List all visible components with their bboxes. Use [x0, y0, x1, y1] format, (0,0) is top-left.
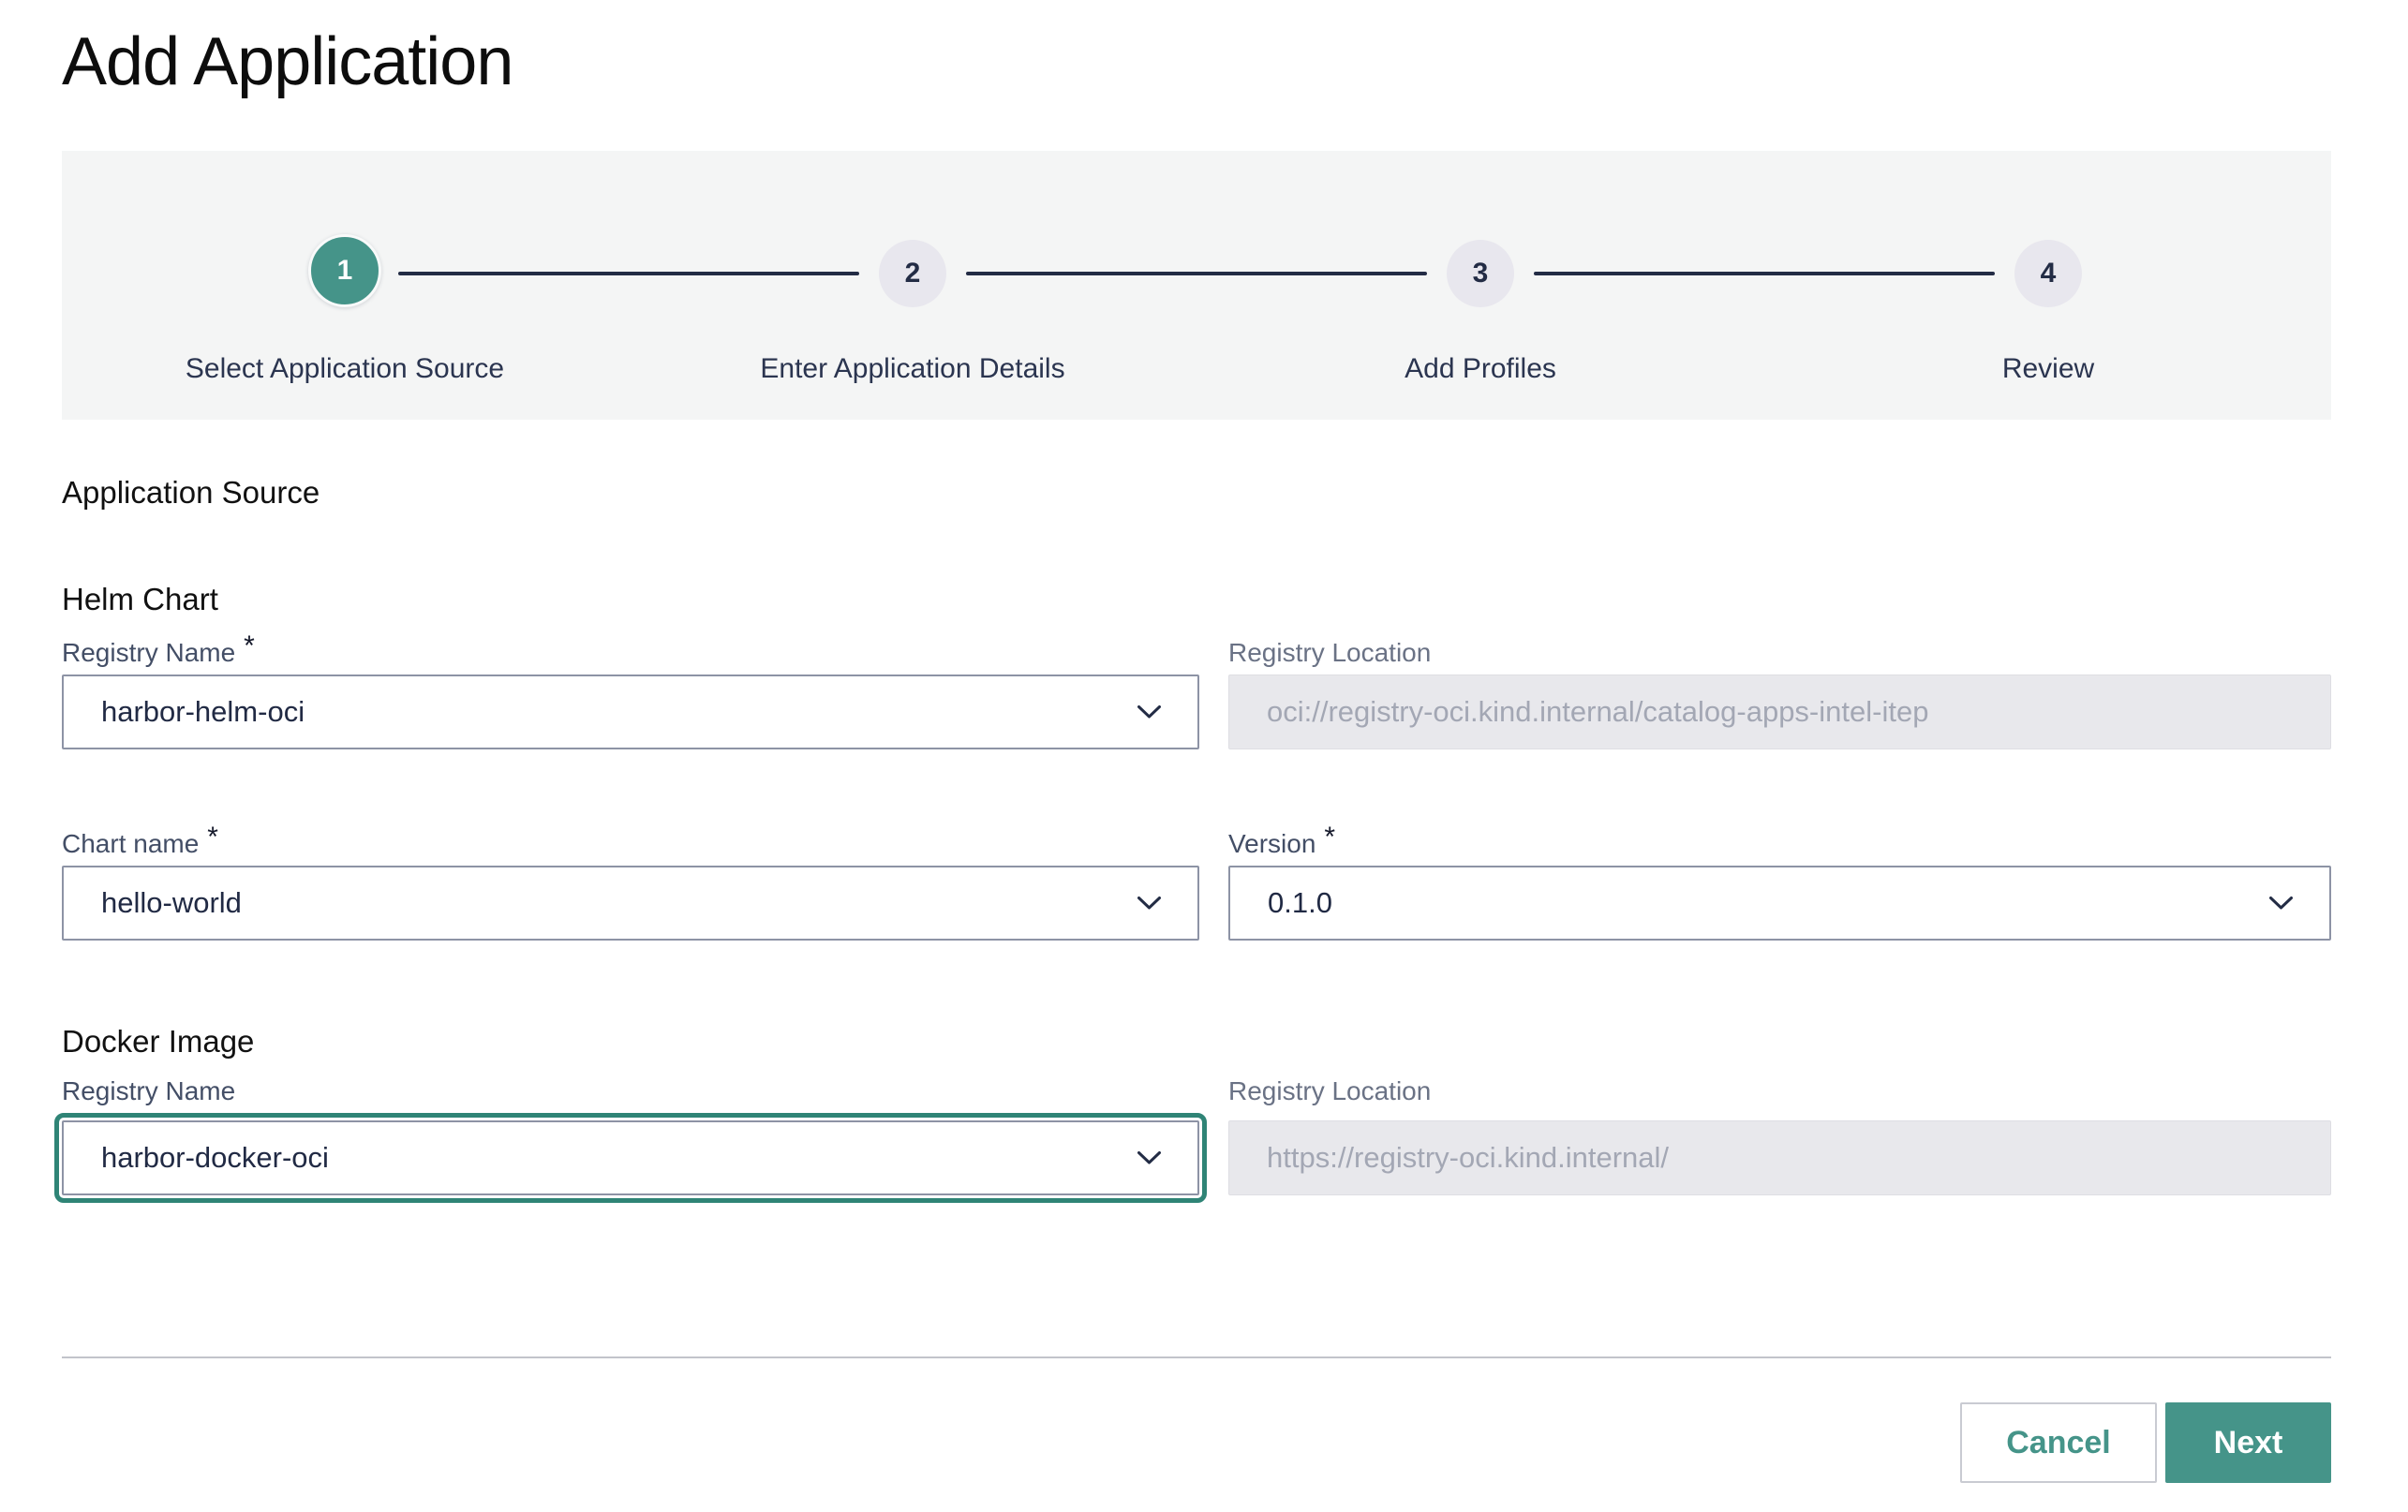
step-3-label: Add Profiles: [1405, 353, 1556, 384]
chevron-down-icon: [1137, 705, 1161, 719]
step-add-profiles[interactable]: 3 Add Profiles: [1405, 234, 1556, 384]
docker-registry-name-select[interactable]: harbor-docker-oci: [54, 1113, 1207, 1203]
step-1-circle[interactable]: 1: [308, 234, 381, 307]
page-title: Add Application: [62, 24, 513, 99]
helm-registry-name-label: Registry Name *: [62, 630, 255, 667]
step-connector: [1534, 272, 1995, 275]
docker-registry-name-value: harbor-docker-oci: [101, 1141, 329, 1174]
docker-registry-location-label: Registry Location: [1228, 1076, 1432, 1105]
version-select[interactable]: 0.1.0: [1228, 866, 2331, 941]
required-asterisk: *: [244, 630, 255, 661]
next-button[interactable]: Next: [2165, 1402, 2331, 1483]
helm-chart-heading: Helm Chart: [62, 582, 218, 616]
version-value: 0.1.0: [1268, 886, 1332, 919]
step-2-label: Enter Application Details: [760, 353, 1065, 384]
step-select-application-source[interactable]: 1 Select Application Source: [186, 234, 504, 384]
wizard-stepper: 1 Select Application Source 2 Enter Appl…: [62, 151, 2331, 420]
footer-actions: Cancel Next: [62, 1402, 2331, 1483]
helm-registry-location-label: Registry Location: [1228, 638, 1432, 667]
docker-registry-location-input: [1228, 1120, 2331, 1195]
step-connector: [966, 272, 1427, 275]
step-2-circle[interactable]: 2: [879, 240, 946, 307]
step-enter-application-details[interactable]: 2 Enter Application Details: [760, 234, 1065, 384]
cancel-button[interactable]: Cancel: [1960, 1402, 2157, 1483]
chart-name-value: hello-world: [101, 886, 242, 919]
footer-divider: [62, 1356, 2331, 1358]
chevron-down-icon: [2269, 897, 2293, 910]
helm-registry-name-select[interactable]: harbor-helm-oci: [62, 674, 1199, 749]
chart-name-label: Chart name *: [62, 822, 218, 858]
chevron-down-icon: [1137, 897, 1161, 910]
docker-registry-name-label: Registry Name: [62, 1076, 236, 1105]
step-4-label: Review: [2001, 353, 2095, 384]
section-title-application-source: Application Source: [62, 475, 320, 510]
helm-registry-name-value: harbor-helm-oci: [101, 695, 305, 728]
docker-image-heading: Docker Image: [62, 1024, 255, 1059]
chevron-down-icon: [1137, 1151, 1161, 1164]
chart-name-select[interactable]: hello-world: [62, 866, 1199, 941]
required-asterisk: *: [1324, 822, 1336, 852]
step-review[interactable]: 4 Review: [2002, 234, 2094, 384]
helm-registry-location-input: [1228, 674, 2331, 749]
step-4-circle[interactable]: 4: [2014, 240, 2082, 307]
required-asterisk: *: [207, 822, 218, 852]
version-label: Version *: [1228, 822, 1336, 858]
step-1-label: Select Application Source: [185, 353, 505, 384]
step-connector: [398, 272, 859, 275]
step-3-circle[interactable]: 3: [1447, 240, 1514, 307]
